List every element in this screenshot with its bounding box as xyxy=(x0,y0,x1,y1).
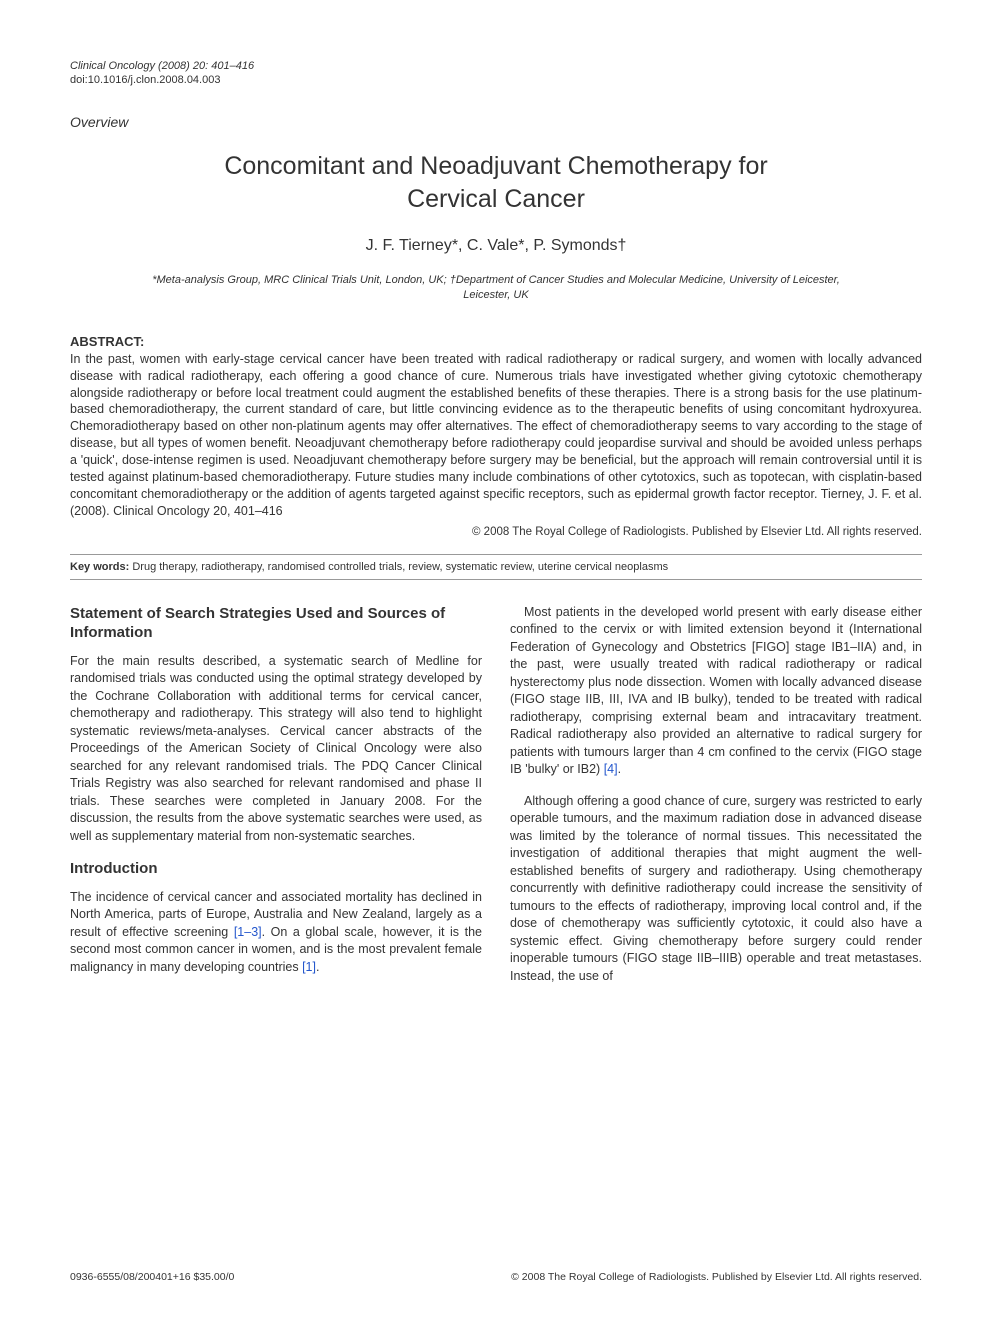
section-heading-search-strategies: Statement of Search Strategies Used and … xyxy=(70,604,482,643)
paragraph: Most patients in the developed world pre… xyxy=(510,604,922,779)
abstract-label: ABSTRACT: xyxy=(70,334,922,349)
keywords-line: Key words: Drug therapy, radiotherapy, r… xyxy=(70,554,922,580)
reference-link[interactable]: [4] xyxy=(604,762,618,776)
abstract-copyright: © 2008 The Royal College of Radiologists… xyxy=(70,526,922,538)
affiliations: *Meta-analysis Group, MRC Clinical Trial… xyxy=(146,273,846,304)
page-footer: 0936-6555/08/200401+16 $35.00/0 © 2008 T… xyxy=(70,1271,922,1283)
paragraph: Although offering a good chance of cure,… xyxy=(510,793,922,986)
abstract-body: In the past, women with early-stage cerv… xyxy=(70,351,922,520)
article-type-label: Overview xyxy=(70,114,922,130)
section-heading-introduction: Introduction xyxy=(70,859,482,879)
article-title: Concomitant and Neoadjuvant Chemotherapy… xyxy=(176,150,816,215)
footer-right: © 2008 The Royal College of Radiologists… xyxy=(511,1271,922,1283)
paragraph-text: . xyxy=(618,762,621,776)
paragraph-text: . xyxy=(316,960,319,974)
doi: doi:10.1016/j.clon.2008.04.003 xyxy=(70,74,922,86)
left-column: Statement of Search Strategies Used and … xyxy=(70,604,482,1000)
paragraph: For the main results described, a system… xyxy=(70,653,482,846)
authors-line: J. F. Tierney*, C. Vale*, P. Symonds† xyxy=(70,237,922,255)
keywords-label: Key words: xyxy=(70,561,129,573)
right-column: Most patients in the developed world pre… xyxy=(510,604,922,1000)
reference-link[interactable]: [1] xyxy=(302,960,316,974)
keywords-text: Drug therapy, radiotherapy, randomised c… xyxy=(129,561,668,573)
journal-citation: Clinical Oncology (2008) 20: 401–416 xyxy=(70,60,922,72)
body-columns: Statement of Search Strategies Used and … xyxy=(70,604,922,1000)
paragraph: The incidence of cervical cancer and ass… xyxy=(70,889,482,977)
reference-link[interactable]: [1–3] xyxy=(234,925,262,939)
paragraph-text: Most patients in the developed world pre… xyxy=(510,605,922,777)
footer-left: 0936-6555/08/200401+16 $35.00/0 xyxy=(70,1271,234,1283)
